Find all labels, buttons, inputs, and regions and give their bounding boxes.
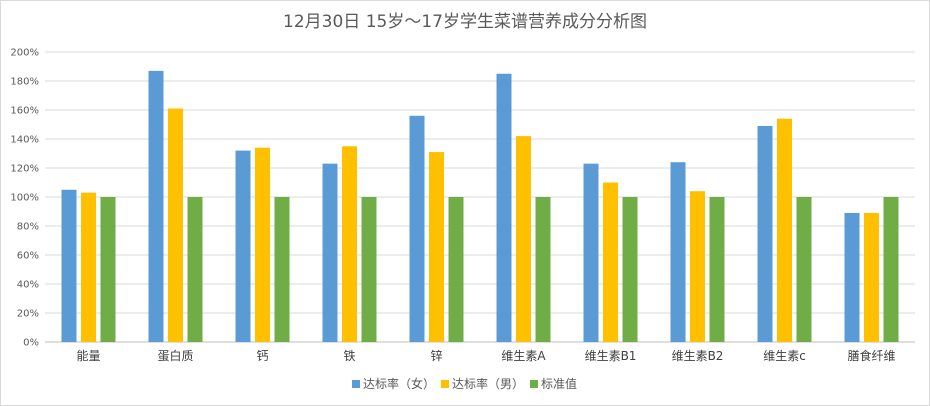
bar — [864, 212, 879, 342]
y-tick-label: 140% — [10, 135, 39, 146]
bar — [187, 197, 203, 342]
bar — [168, 108, 183, 342]
legend-swatch — [352, 380, 360, 388]
x-tick-label: 膳食纤维 — [847, 348, 895, 363]
y-axis-ticks: 0% 20% 40% 60% 80% 100% 120% 140% 160% 180% 200% — [10, 48, 39, 349]
bar — [100, 197, 116, 342]
bar — [409, 115, 425, 342]
y-tick-label: 160% — [10, 106, 39, 117]
bar — [535, 197, 551, 342]
legend-swatch — [530, 380, 538, 388]
bar — [496, 73, 512, 342]
x-tick-label: 钙 — [256, 349, 268, 363]
y-tick-label: 40% — [17, 280, 39, 291]
bar — [583, 163, 599, 342]
bar — [148, 70, 164, 342]
bar — [844, 212, 860, 342]
bar — [796, 197, 812, 342]
y-tick-label: 80% — [17, 222, 39, 233]
y-tick-label: 20% — [17, 309, 39, 320]
x-tick-label: 锌 — [430, 349, 442, 363]
bars — [61, 70, 899, 342]
x-tick-label: 蛋白质 — [157, 348, 193, 363]
bar — [235, 150, 251, 342]
bar — [429, 152, 444, 342]
bar — [322, 163, 338, 342]
bar — [61, 189, 77, 342]
y-tick-label: 100% — [10, 193, 39, 204]
bar — [448, 197, 464, 342]
bar — [757, 125, 773, 342]
bar — [622, 197, 638, 342]
y-tick-label: 180% — [10, 77, 39, 88]
bar — [81, 192, 96, 342]
bar — [361, 197, 377, 342]
bar — [709, 197, 725, 342]
bar — [342, 146, 357, 342]
x-axis-labels: 能量 蛋白质 钙 铁 锌 维生素A 维生素B1 维生素B2 维生素c 膳食纤维 — [76, 348, 895, 363]
legend: 达标率（女） 达标率（男） 标准值 — [352, 376, 577, 391]
bar — [777, 118, 792, 342]
bar — [274, 197, 290, 342]
bar — [516, 136, 531, 342]
bar — [603, 182, 618, 342]
x-tick-label: 维生素A — [501, 349, 546, 363]
bar — [255, 147, 270, 342]
bar — [690, 191, 705, 342]
y-tick-label: 120% — [10, 164, 39, 175]
legend-label: 达标率（男） — [452, 376, 524, 391]
x-tick-label: 维生素B1 — [585, 349, 637, 363]
x-tick-label: 能量 — [76, 349, 100, 363]
x-tick-label: 铁 — [343, 349, 355, 363]
y-tick-label: 200% — [10, 48, 39, 59]
x-tick-label: 维生素c — [763, 349, 806, 363]
legend-label: 标准值 — [541, 376, 577, 391]
chart-title: 12月30日 15岁～17岁学生菜谱营养成分分析图 — [283, 12, 647, 32]
legend-label: 达标率（女） — [363, 376, 435, 391]
bar — [670, 162, 686, 342]
legend-swatch — [441, 380, 449, 388]
bar — [883, 197, 899, 342]
y-tick-label: 0% — [23, 338, 39, 349]
y-tick-label: 60% — [17, 251, 39, 262]
x-tick-label: 维生素B2 — [672, 349, 724, 363]
